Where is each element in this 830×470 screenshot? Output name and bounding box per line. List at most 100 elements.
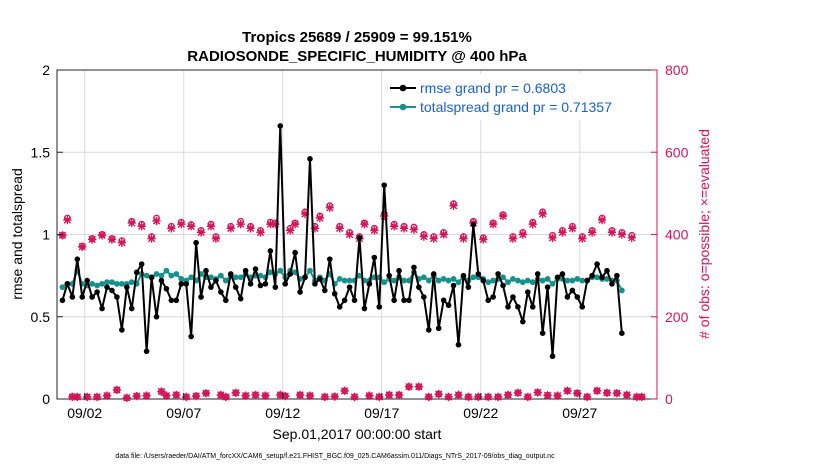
x-tick-label: 09/07 <box>166 405 201 421</box>
obs-evaluated-marker <box>221 392 230 402</box>
series-point <box>544 276 551 282</box>
series-point <box>579 304 586 310</box>
obs-evaluated-marker <box>201 389 211 398</box>
obs-evaluated-marker <box>191 391 201 401</box>
obs-evaluated-marker <box>290 220 300 229</box>
obs-evaluated-marker <box>142 391 151 400</box>
series-point <box>252 266 259 272</box>
x-tick-label: 09/02 <box>67 405 102 421</box>
obs-evaluated-marker <box>152 216 161 226</box>
obs-evaluated-marker <box>508 234 518 243</box>
y-left-tick-label: 2 <box>42 62 50 78</box>
obs-evaluated-marker <box>404 382 414 391</box>
series-point <box>242 267 249 274</box>
obs-evaluated-marker <box>315 213 325 223</box>
series-point <box>569 277 576 284</box>
series-point <box>515 304 521 310</box>
series-point <box>450 276 457 282</box>
series-point <box>519 279 526 286</box>
y-left-tick-label: 0.5 <box>31 309 51 325</box>
obs-evaluated-marker <box>345 230 354 239</box>
obs-evaluated-marker <box>479 235 488 244</box>
series-point <box>336 276 343 282</box>
obs-evaluated-marker <box>533 388 542 397</box>
series-point <box>94 282 100 289</box>
series-point <box>99 280 105 287</box>
series-point <box>341 277 348 284</box>
obs-evaluated-marker <box>112 385 122 395</box>
obs-evaluated-marker <box>335 224 344 233</box>
x-tick-label: 09/27 <box>562 405 597 421</box>
series-point <box>257 272 264 279</box>
obs-evaluated-marker <box>360 220 369 229</box>
series-point <box>114 294 120 300</box>
series-point <box>505 304 511 310</box>
obs-evaluated-marker <box>177 220 186 229</box>
x-axis-label: Sep.01,2017 00:00:00 start <box>273 426 442 442</box>
series-point <box>544 284 551 290</box>
y-right-tick-label: 600 <box>665 144 689 160</box>
chart-title-line2: RADIOSONDE_SPECIFIC_HUMIDITY @ 400 hPa <box>187 48 527 65</box>
series-point <box>178 276 185 282</box>
series-point <box>183 281 190 287</box>
series-point <box>312 281 318 287</box>
obs-evaluated-marker <box>375 392 384 402</box>
series-point <box>148 274 155 281</box>
obs-evaluated-marker <box>602 388 612 397</box>
obs-evaluated-marker <box>622 390 631 400</box>
series-point <box>574 294 581 300</box>
obs-evaluated-marker <box>251 390 260 400</box>
legend-rmse-label: rmse grand pr = 0.6803 <box>420 80 566 96</box>
series-point <box>143 348 150 355</box>
series-point <box>94 289 100 295</box>
obs-evaluated-marker <box>206 222 216 231</box>
obs-evaluated-marker <box>518 230 528 239</box>
series-point <box>386 272 392 279</box>
series-point <box>326 256 333 262</box>
obs-evaluated-marker <box>370 226 379 235</box>
series-point <box>138 261 145 267</box>
y-axis-left-label: rmse and totalspread <box>9 168 25 300</box>
obs-evaluated-marker <box>281 391 290 401</box>
series-point <box>351 297 358 304</box>
series-point <box>569 287 576 294</box>
obs-evaluated-marker <box>117 238 127 247</box>
obs-evaluated-marker <box>493 392 503 402</box>
series-point <box>79 294 86 300</box>
series-point <box>317 276 323 282</box>
obs-evaluated-marker <box>340 386 349 395</box>
series-point <box>302 274 308 281</box>
obs-evaluated-marker <box>597 215 607 225</box>
series-point <box>89 280 96 287</box>
obs-evaluated-marker <box>583 392 592 402</box>
series-point <box>237 274 244 281</box>
legend: rmse grand pr = 0.6803 totalspread grand… <box>388 74 654 120</box>
series-point <box>445 302 452 309</box>
series-point <box>549 280 556 287</box>
series-point <box>168 297 175 304</box>
obs-evaluated-marker <box>87 235 97 244</box>
series-point <box>198 294 204 300</box>
obs-evaluated-marker <box>246 224 255 233</box>
obs-evaluated-marker <box>464 392 473 402</box>
series-point <box>277 123 284 129</box>
series-point <box>356 272 363 279</box>
series-point <box>59 284 66 291</box>
series-point <box>510 276 516 282</box>
series-point <box>104 279 110 286</box>
series-point <box>168 272 175 279</box>
obs-evaluated-marker <box>320 392 329 402</box>
obs-evaluated-marker <box>563 386 572 395</box>
obs-evaluated-marker <box>503 390 513 400</box>
series-point <box>208 274 214 281</box>
series-point <box>460 272 467 279</box>
series-point <box>391 277 398 284</box>
obs-evaluated-marker <box>513 388 523 397</box>
obs-evaluated-marker <box>587 228 597 237</box>
obs-evaluated-marker <box>474 392 483 402</box>
series-point <box>119 327 125 333</box>
legend-rmse-marker <box>399 84 407 92</box>
series-point <box>346 284 353 290</box>
series-point <box>203 267 209 274</box>
